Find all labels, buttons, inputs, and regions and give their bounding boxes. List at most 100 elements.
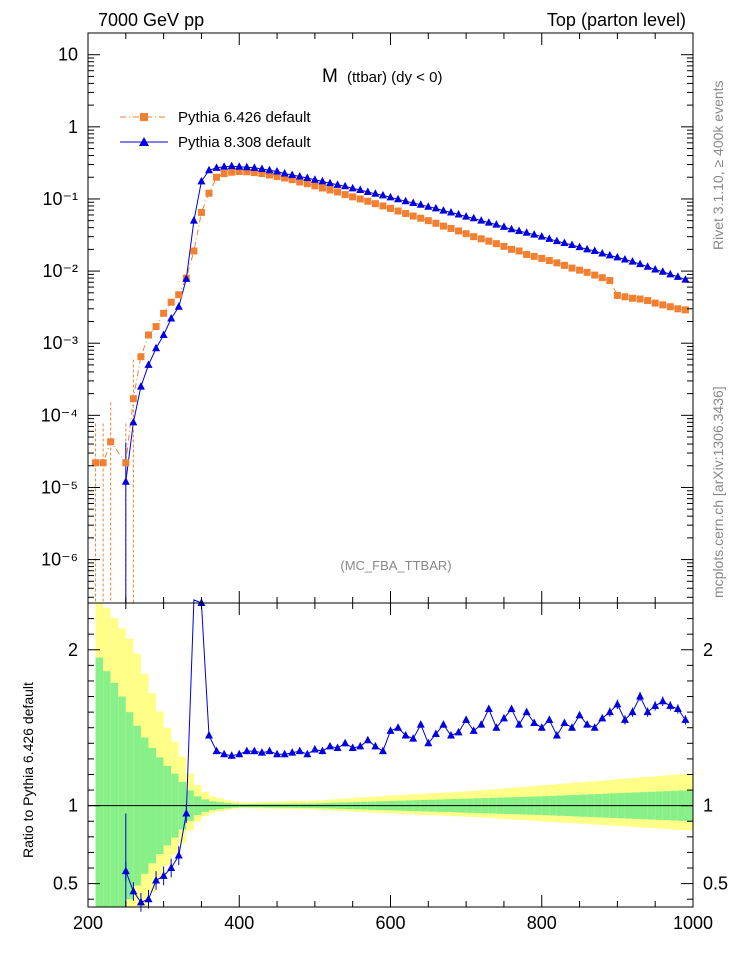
data-point-pythia6: [341, 191, 349, 199]
mcplots-label: mcplots.cern.ch [arXiv:1306.3436]: [710, 386, 726, 598]
data-point-pythia6: [296, 178, 304, 186]
ratio-point-pythia8: [560, 718, 569, 727]
ratio-point-pythia8: [462, 715, 471, 723]
ratio-point-pythia8: [583, 720, 592, 728]
data-point-pythia6: [318, 184, 326, 192]
ratio-point-pythia8: [643, 707, 652, 716]
data-point-pythia6: [553, 259, 561, 267]
ratio-y-axis-label: Ratio to Pythia 6.426 default: [20, 682, 36, 858]
ratio-point-pythia8: [318, 746, 327, 755]
data-point-pythia8: [394, 194, 403, 203]
data-point-pythia8: [227, 161, 236, 170]
ratio-point-pythia8: [651, 701, 660, 709]
ratio-point-pythia8: [378, 746, 387, 755]
x-tick-label: 600: [375, 913, 405, 933]
ratio-point-pythia8: [288, 748, 297, 756]
data-point-pythia8: [288, 170, 297, 178]
data-point-pythia8: [348, 183, 357, 192]
data-point-pythia8: [431, 203, 440, 212]
ratio-point-pythia8: [182, 808, 191, 817]
data-point-pythia6: [107, 438, 115, 446]
data-point-pythia6: [137, 353, 145, 361]
data-point-pythia8: [681, 275, 690, 283]
data-point-pythia8: [545, 234, 554, 242]
data-point-pythia6: [266, 171, 273, 179]
y-tick-label: 10⁻⁴: [41, 405, 78, 425]
data-point-pythia8: [197, 176, 206, 185]
data-point-pythia6: [379, 202, 387, 210]
data-point-pythia8: [462, 212, 471, 220]
data-point-pythia6: [190, 247, 198, 255]
data-point-pythia8: [189, 216, 198, 224]
data-point-pythia6: [334, 188, 342, 196]
ratio-y-tick-label: 1: [68, 796, 78, 816]
plot-title-main: M: [322, 66, 338, 87]
data-point-pythia6: [515, 247, 523, 255]
data-point-pythia6: [152, 323, 160, 331]
data-point-pythia8: [235, 162, 244, 170]
y-tick-label: 10⁻¹: [42, 189, 78, 209]
ratio-point-pythia8: [598, 713, 607, 722]
data-point-pythia8: [242, 162, 251, 171]
data-point-pythia6: [356, 195, 364, 203]
data-point-pythia6: [220, 170, 228, 178]
data-point-pythia8: [356, 185, 365, 194]
data-point-pythia6: [576, 266, 584, 274]
data-point-pythia8: [477, 216, 486, 224]
data-point-pythia8: [378, 190, 387, 199]
data-point-pythia8: [568, 240, 576, 248]
data-point-pythia8: [673, 272, 682, 280]
ratio-point-pythia8: [144, 894, 153, 903]
ratio-point-pythia8: [590, 723, 599, 731]
data-point-pythia8: [250, 163, 259, 171]
data-point-pythia6: [681, 306, 689, 314]
rivet-label: Rivet 3.1.10, ≥ 400k events: [710, 80, 726, 250]
data-point-pythia8: [257, 164, 266, 173]
ratio-point-pythia8: [681, 715, 690, 723]
y-tick-label: 1: [68, 117, 78, 137]
ratio-point-pythia8: [227, 751, 236, 759]
data-point-pythia6: [439, 222, 447, 230]
data-point-pythia8: [152, 343, 161, 352]
series-line-pythia6: [95, 170, 686, 465]
ratio-point-pythia8: [250, 746, 259, 755]
data-point-pythia6: [326, 186, 334, 194]
data-point-pythia8: [333, 180, 342, 188]
data-point-pythia8: [560, 238, 569, 247]
data-point-pythia6: [409, 212, 417, 220]
data-point-pythia6: [258, 170, 266, 178]
data-point-pythia8: [507, 224, 516, 233]
ratio-point-pythia8: [273, 749, 282, 758]
data-point-pythia8: [159, 330, 168, 338]
data-point-pythia8: [167, 314, 176, 322]
ratio-point-pythia8: [530, 718, 539, 727]
ratio-point-pythia8: [205, 731, 213, 739]
ratio-band-inner: [103, 671, 111, 907]
ratio-point-pythia8: [431, 729, 440, 737]
data-point-pythia6: [447, 224, 455, 232]
plot-title-sub: (ttbar) (dy < 0): [347, 69, 442, 86]
data-point-pythia6: [122, 459, 130, 467]
ratio-point-pythia8: [212, 746, 221, 755]
ratio-y-tick-label: 0.5: [53, 874, 78, 894]
data-point-pythia6: [175, 291, 183, 299]
data-point-pythia6: [228, 168, 236, 176]
y-tick-label: 10⁻²: [42, 261, 78, 281]
y-tick-label: 10⁻⁶: [41, 550, 78, 570]
ratio-y-tick-label-right: 0.5: [703, 874, 728, 894]
header-left: 7000 GeV pp: [98, 10, 204, 30]
ratio-point-pythia8: [235, 749, 244, 758]
ratio-point-pythia8: [620, 715, 629, 723]
ratio-plot-area: [121, 598, 690, 912]
data-point-pythia8: [144, 360, 153, 368]
x-tick-label: 800: [527, 913, 557, 933]
ratio-point-pythia8: [136, 897, 145, 906]
main-plot-area: [92, 161, 690, 603]
ratio-y-tick-label-right: 2: [703, 640, 713, 660]
data-point-pythia6: [303, 180, 311, 188]
ratio-point-pythia8: [628, 707, 637, 716]
data-point-pythia6: [417, 214, 425, 222]
ratio-point-pythia8: [220, 749, 229, 758]
legend-marker-pythia8: [139, 137, 149, 146]
